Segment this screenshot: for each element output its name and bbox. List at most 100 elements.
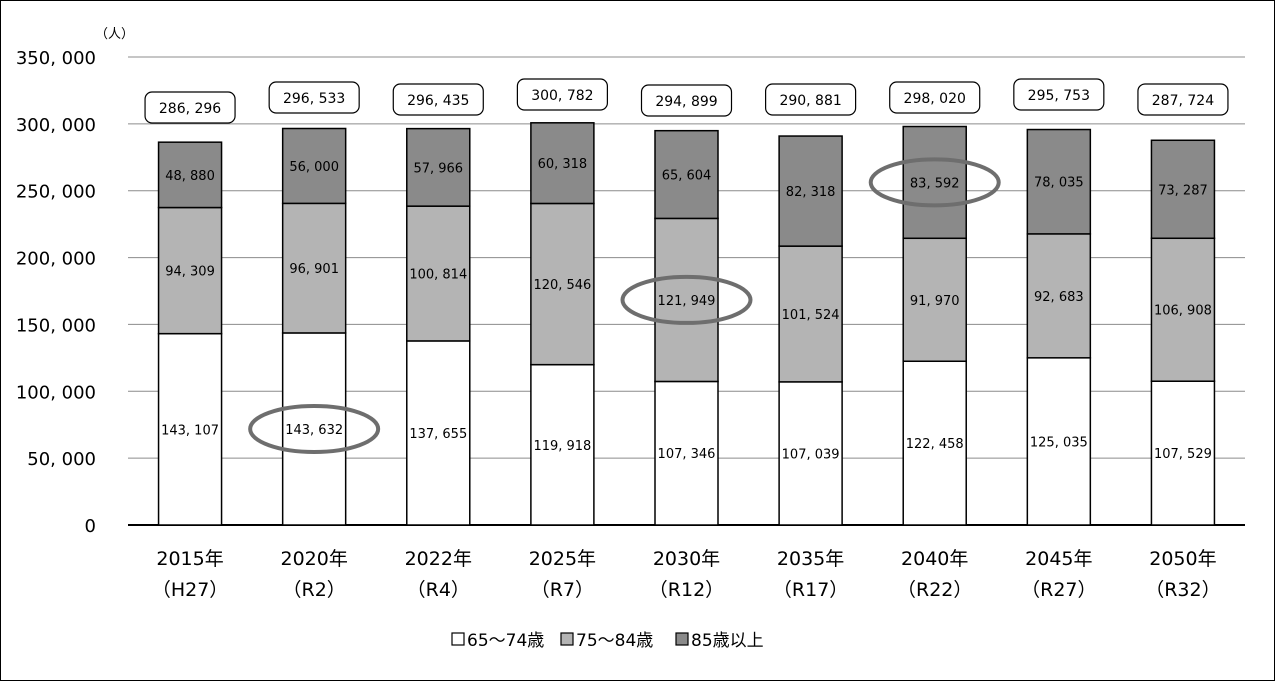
data-label: 96, 901 (289, 262, 339, 277)
bar-segment (1026, 128, 1092, 235)
x-tick-sublabel: （R27） (1021, 579, 1096, 601)
data-label: 91, 970 (910, 294, 960, 309)
x-axis: 2015年 （H27） 2020年 （R2） 2022年 （R4） 2025年 （R7） 203… (152, 548, 1221, 601)
data-label: 107, 346 (658, 447, 716, 462)
bar-segment (1150, 237, 1216, 382)
total-label: 286, 296 (159, 101, 221, 117)
x-tick-label: 2022年 (405, 548, 472, 570)
x-tick-sublabel: （R7） (531, 579, 594, 601)
bar-segment (902, 237, 967, 363)
data-label: 94, 309 (165, 265, 215, 280)
data-label: 125, 035 (1030, 435, 1088, 450)
x-tick-sublabel: （R2） (283, 579, 346, 601)
bars (157, 122, 1216, 526)
total-label-box (1137, 83, 1229, 116)
x-tick-label: 2025年 (529, 548, 596, 570)
total-label: 300, 782 (531, 88, 593, 104)
y-tick-label: 100, 000 (16, 382, 96, 403)
x-tick-sublabel: （R4） (407, 579, 470, 601)
bar-segment (1026, 357, 1092, 526)
x-tick-label: 2050年 (1149, 548, 1216, 570)
highlight-ellipse (248, 403, 381, 454)
data-label: 107, 529 (1154, 447, 1212, 462)
data-label: 101, 524 (782, 308, 840, 323)
data-label: 65, 604 (662, 169, 712, 184)
bar-segment (778, 381, 843, 526)
y-tick-label: 350, 000 (16, 48, 96, 69)
x-tick-sublabel: （R32） (1145, 579, 1220, 601)
data-label: 143, 107 (161, 423, 219, 438)
bar-segment (157, 332, 223, 526)
bar-segment (778, 245, 843, 383)
data-label: 100, 814 (409, 268, 467, 283)
data-label: 92, 683 (1034, 290, 1084, 305)
total-label-box (144, 91, 236, 124)
y-tick-label: 300, 000 (16, 115, 96, 136)
total-label: 296, 533 (283, 91, 345, 107)
legend-swatch (675, 632, 689, 646)
highlight-ellipses (248, 157, 1001, 454)
bar-segment (406, 340, 471, 526)
y-tick-label: 200, 000 (16, 249, 96, 270)
legend-label: 65～74歳 (467, 631, 544, 651)
bar-segment (902, 125, 967, 240)
y-tick-label: 250, 000 (16, 182, 96, 203)
total-label: 294, 899 (655, 94, 717, 110)
x-tick-label: 2040年 (901, 548, 968, 570)
x-tick-sublabel: （R22） (897, 579, 972, 601)
total-label-box (889, 81, 981, 114)
legend-label: 85歳以上 (691, 631, 764, 651)
highlight-ellipse (868, 157, 1001, 208)
data-label: 78, 035 (1034, 176, 1084, 191)
data-label: 137, 655 (409, 427, 467, 442)
bar-segment (778, 135, 843, 247)
bar-segment (1026, 233, 1092, 359)
total-label: 298, 020 (904, 91, 966, 107)
highlight-ellipse (620, 274, 753, 325)
data-label: 106, 908 (1154, 304, 1212, 319)
total-label-box (268, 81, 360, 114)
bar-segment (654, 380, 719, 526)
legend-swatch (560, 632, 574, 646)
bar-segment (281, 127, 347, 205)
y-tick-label: 0 (85, 516, 96, 537)
bar-segment (157, 141, 223, 209)
data-label: 83, 592 (910, 176, 960, 191)
legend-swatch (451, 632, 465, 646)
x-tick-sublabel: （H27） (152, 579, 228, 601)
bar-segment (406, 127, 471, 207)
y-axis-unit: （人） (95, 27, 134, 42)
data-label: 120, 546 (533, 278, 591, 293)
x-tick-label: 2045年 (1025, 548, 1092, 570)
total-label: 290, 881 (779, 93, 841, 109)
y-axis: 0 50, 000 100, 000 150, 000 200, 000 250, 000… (16, 48, 1245, 537)
bar-segment (281, 332, 347, 526)
total-label-box (765, 83, 857, 116)
total-label-box (392, 83, 484, 116)
bar-segment (654, 217, 719, 383)
total-label: 296, 435 (407, 93, 469, 109)
data-label: 48, 880 (165, 169, 215, 184)
data-label: 57, 966 (413, 161, 463, 176)
data-label: 56, 000 (289, 160, 339, 175)
data-label: 60, 318 (538, 157, 588, 172)
bar-segment (530, 122, 595, 205)
x-tick-label: 2035年 (777, 548, 844, 570)
bar-segment (406, 205, 471, 342)
data-label: 119, 918 (533, 439, 591, 454)
total-label-box (516, 78, 608, 111)
data-label: 107, 039 (782, 447, 840, 462)
bar-segment (530, 202, 595, 366)
x-tick-label: 2015年 (156, 548, 223, 570)
total-label: 295, 753 (1028, 88, 1090, 104)
bar-segment (157, 206, 223, 335)
data-label: 121, 949 (658, 294, 716, 309)
legend-label: 75～84歳 (576, 631, 653, 651)
bar-segment (1150, 139, 1216, 240)
x-tick-label: 2030年 (653, 548, 720, 570)
x-tick-label: 2020年 (280, 548, 347, 570)
data-label: 82, 318 (786, 185, 836, 200)
bar-segment (281, 202, 347, 334)
data-label: 122, 458 (906, 437, 964, 452)
total-label-box (1013, 78, 1105, 111)
